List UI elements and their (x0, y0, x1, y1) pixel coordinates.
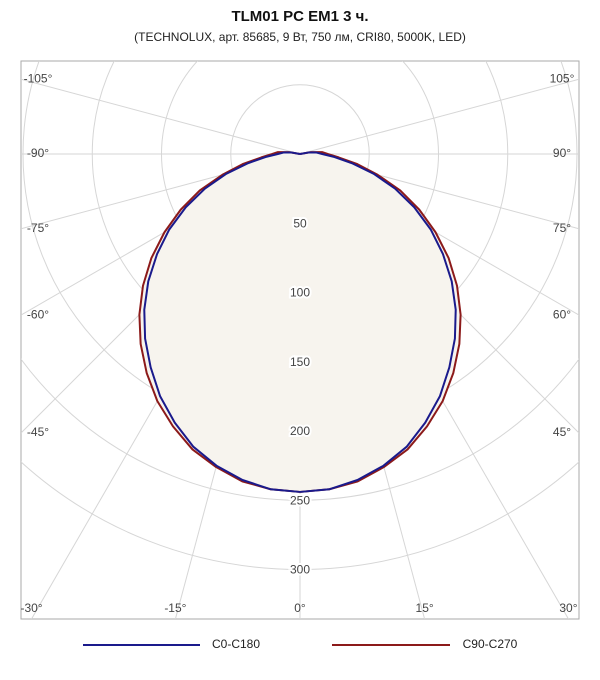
r-tick-label: 150 (290, 355, 310, 369)
r-tick-label: 300 (290, 563, 310, 577)
r-tick-label: 200 (290, 424, 310, 438)
r-tick-label: 250 (290, 493, 310, 507)
legend: C0-C180 C90-C270 (83, 637, 518, 651)
angle-tick-label: -75° (27, 221, 49, 235)
angle-tick-label: 105° (550, 71, 575, 85)
angle-tick-label: 15° (416, 601, 434, 615)
angle-tick-label: -30° (20, 601, 42, 615)
grid-ray (299, 78, 579, 155)
angle-tick-label: 0° (294, 601, 306, 615)
angle-tick-label: 45° (553, 425, 571, 439)
labels: 50 100 150 200 250 300 -105° -90° -75° -60° -45° -3… (20, 71, 577, 615)
angle-tick-label: 90° (553, 146, 571, 160)
angle-tick-label: -105° (24, 71, 53, 85)
curve (299, 151, 457, 493)
angle-tick-label: 75° (553, 221, 571, 235)
curves (138, 151, 462, 493)
angle-tick-label: 60° (553, 307, 571, 321)
angle-tick-label: -60° (27, 307, 49, 321)
curve (143, 151, 301, 493)
angle-tick-label: -45° (27, 425, 49, 439)
r-tick-label: 100 (290, 286, 310, 300)
grid-ray (21, 78, 301, 155)
angle-tick-label: -15° (164, 601, 186, 615)
legend-label: C0-C180 (212, 637, 260, 651)
angle-tick-label: -90° (27, 146, 49, 160)
angle-tick-label: 30° (559, 601, 577, 615)
chart-subtitle: (TECHNOLUX, арт. 85685, 9 Вт, 750 лм, CR… (134, 30, 466, 44)
legend-label: C90-C270 (463, 637, 518, 651)
r-tick-label: 50 (293, 216, 307, 230)
chart-title: TLM01 PC EM1 3 ч. (231, 8, 368, 25)
